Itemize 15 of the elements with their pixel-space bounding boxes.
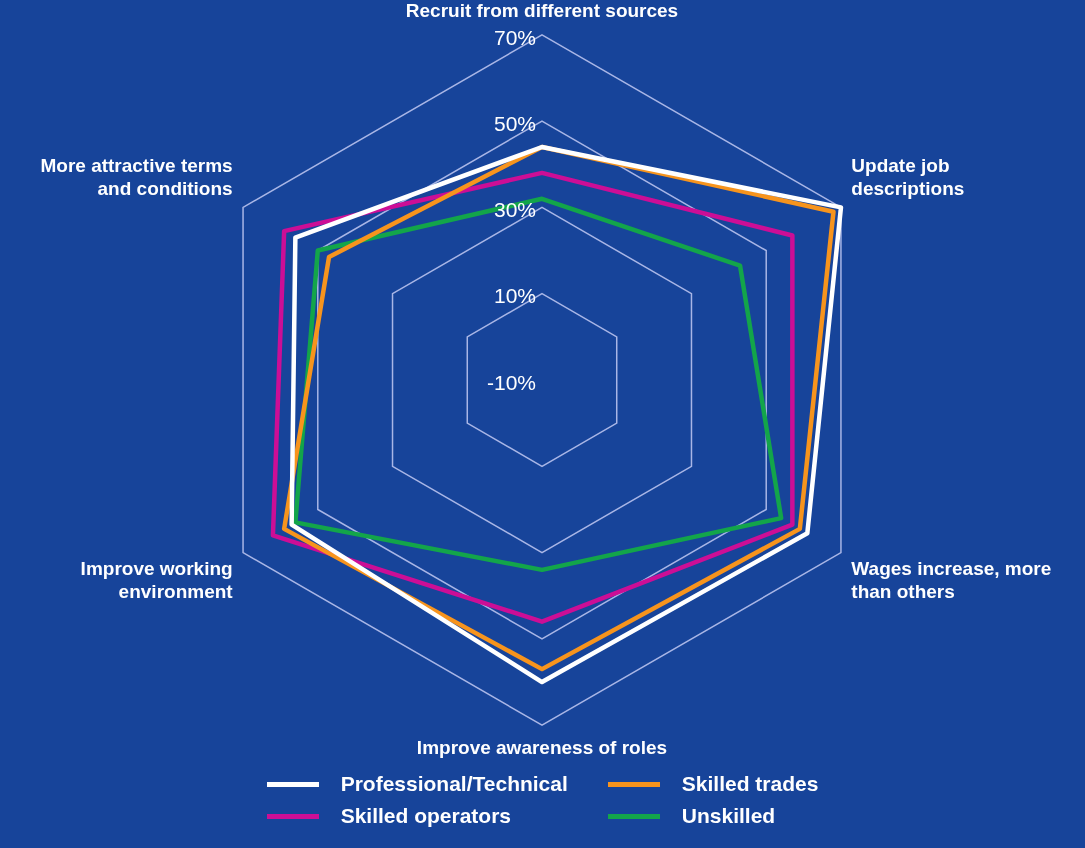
y-tick-label: 30% xyxy=(493,198,536,222)
spoke-label: Wages increase, more than others xyxy=(851,558,1052,603)
legend-label: Unskilled xyxy=(681,804,776,828)
legend-label: Skilled trades xyxy=(681,772,819,796)
legend-label: Professional/Technical xyxy=(340,772,568,796)
y-tick-label: 10% xyxy=(493,284,536,308)
spoke-label: Improve awareness of roles xyxy=(416,736,668,758)
y-tick-label: 70% xyxy=(493,25,536,49)
spoke-label: More attractive terms and conditions xyxy=(40,155,233,200)
spoke-label: Recruit from different sources xyxy=(405,0,679,21)
y-tick-label: -10% xyxy=(486,370,536,394)
spoke-label: Update job descriptions xyxy=(851,155,965,200)
legend-label: Skilled operators xyxy=(340,804,512,828)
y-tick-label: 50% xyxy=(493,111,536,135)
spoke-label: Improve working environment xyxy=(80,558,234,603)
